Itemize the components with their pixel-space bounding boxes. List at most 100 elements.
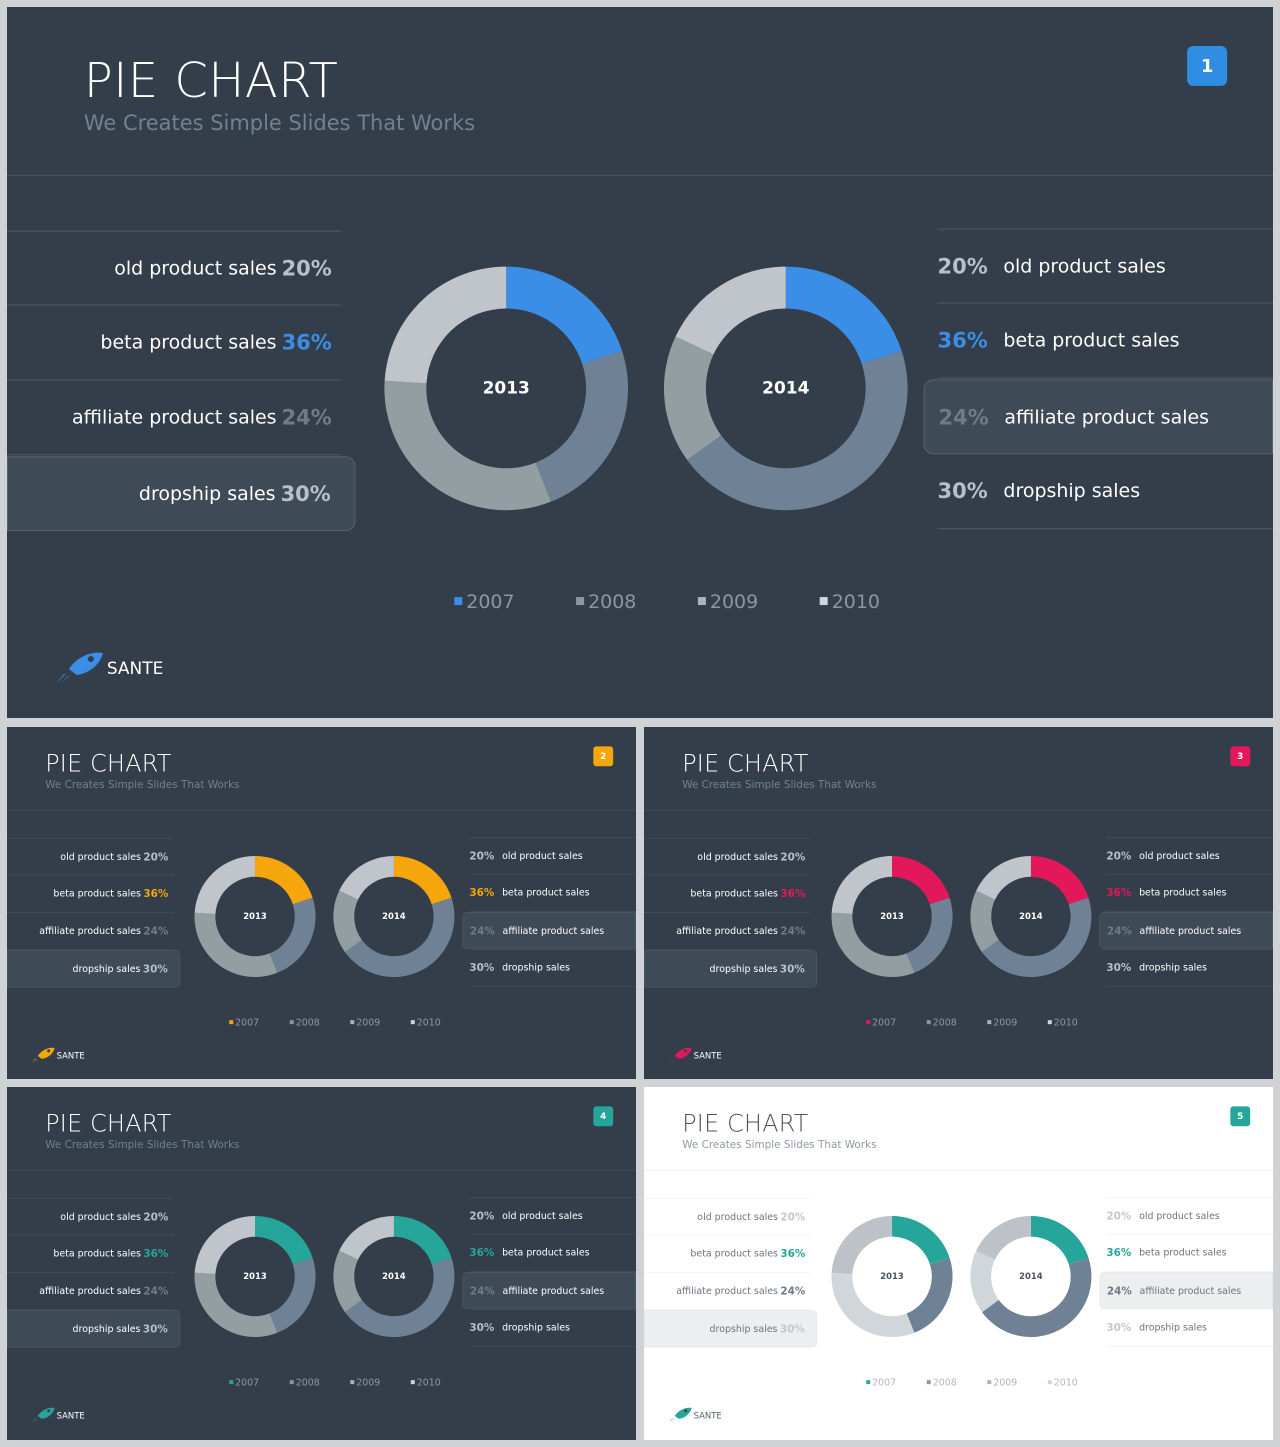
- legend-label: 2007: [235, 1377, 260, 1389]
- rocket-icon: [56, 652, 103, 683]
- right-row-percent: 30%: [469, 1321, 495, 1334]
- left-row-label: affiliate product sales: [676, 925, 778, 937]
- legend-swatch: [289, 1019, 294, 1024]
- legend-swatch: [987, 1019, 992, 1024]
- left-row-label: dropship sales: [709, 1323, 778, 1335]
- pie-slice-2009: [333, 890, 362, 953]
- slide-content: PIE CHART We Creates Simple Slides That …: [7, 1087, 636, 1440]
- rocket-icon: [668, 1407, 692, 1423]
- right-row-percent: 36%: [1106, 1246, 1132, 1259]
- donut-chart-2014: 2014: [662, 265, 910, 513]
- left-row-label: affiliate product sales: [39, 925, 141, 937]
- legend-swatch: [1047, 1019, 1052, 1024]
- right-row-old-product-sales: 20% old product sales: [937, 228, 1273, 304]
- left-row-percent: 30%: [779, 963, 805, 976]
- donut-chart-2013: 2013: [382, 265, 630, 513]
- pie-slice-2009: [663, 336, 722, 460]
- legend-item-2009: 2009: [987, 1377, 1017, 1388]
- donut-svg: [194, 855, 316, 978]
- slide-title: PIE CHART: [682, 749, 809, 778]
- donut-center-label: 2014: [382, 911, 406, 922]
- donut-chart-2014: 2014: [969, 855, 1092, 978]
- donut-hole: [991, 1236, 1071, 1317]
- legend-swatch: [866, 1019, 871, 1024]
- right-row-percent: 36%: [1106, 886, 1132, 899]
- slide-title: PIE CHART: [45, 1109, 172, 1138]
- left-row-label: beta product sales: [690, 1248, 778, 1260]
- pie-slice-2009: [831, 1272, 915, 1338]
- left-row-beta-product-sales: beta product sales 36%: [644, 1235, 811, 1273]
- pie-slice-2007: [785, 266, 902, 364]
- left-row-percent: 36%: [780, 1247, 806, 1260]
- legend-label: 2010: [1053, 1377, 1078, 1389]
- pie-slice-2010: [194, 855, 256, 915]
- left-row-dropship-sales: dropship sales 30%: [7, 950, 181, 988]
- pie-slice-2008: [535, 350, 629, 502]
- legend-item-2007: 2007: [866, 1377, 896, 1388]
- pie-slice-2008: [906, 897, 953, 973]
- sante-logo: SANTE: [668, 1406, 747, 1424]
- legend-label: 2009: [356, 1377, 381, 1389]
- right-row-label: old product sales: [502, 850, 583, 862]
- donut-chart-2014: 2014: [969, 1215, 1092, 1338]
- right-row-label: affiliate product sales: [1139, 925, 1242, 937]
- right-row-percent: 20%: [1106, 1210, 1132, 1222]
- left-row-percent: 20%: [143, 851, 169, 863]
- left-row-percent: 24%: [780, 924, 806, 937]
- legend-swatch: [1047, 1379, 1052, 1384]
- donut-svg: [831, 855, 953, 978]
- sante-logo: SANTE: [31, 1406, 110, 1424]
- left-row-beta-product-sales: beta product sales 36%: [644, 875, 811, 913]
- left-row-label: dropship sales: [72, 963, 141, 975]
- left-row-percent: 30%: [142, 963, 168, 976]
- left-row-percent: 20%: [780, 1211, 806, 1223]
- pie-slice-2007: [892, 855, 950, 905]
- legend-swatch: [289, 1379, 294, 1384]
- legend-item-2010: 2010: [1047, 1017, 1078, 1028]
- pie-slice-2010: [194, 1215, 256, 1275]
- donut-chart-2013: 2013: [831, 1215, 954, 1338]
- pie-slice-2008: [906, 1257, 953, 1333]
- legend-label: 2008: [295, 1017, 320, 1029]
- slide-subtitle: We Creates Simple Slides That Works: [45, 778, 240, 791]
- legend-label: 2007: [466, 591, 515, 614]
- legend-item-2010: 2010: [1047, 1377, 1078, 1389]
- right-row-label: old product sales: [1003, 255, 1166, 278]
- right-row-percent: 30%: [1106, 961, 1132, 974]
- legend-swatch: [410, 1379, 415, 1384]
- pie-slice-2007: [506, 266, 623, 364]
- donut-hole: [852, 1236, 932, 1317]
- legend-swatch: [926, 1379, 931, 1384]
- legend-label: 2008: [588, 591, 637, 614]
- left-row-label: affiliate product sales: [676, 1285, 778, 1297]
- pie-slice-2009: [194, 1272, 278, 1338]
- right-row-dropship-sales: 30% dropship sales: [469, 1309, 636, 1347]
- slide-number-badge: 4: [593, 1106, 614, 1127]
- pie-slice-2009: [333, 1250, 362, 1313]
- chart-legend: 2007 2008 2009 2010: [866, 1377, 1084, 1389]
- slide-content: PIE CHART We Creates Simple Slides That …: [7, 727, 636, 1079]
- rocket-icon: [31, 1047, 55, 1063]
- right-row-label: dropship sales: [1003, 480, 1141, 503]
- left-row-label: dropship sales: [138, 483, 276, 506]
- logo-text: SANTE: [56, 1410, 85, 1421]
- legend-label: 2009: [709, 591, 759, 614]
- left-row-affiliate-product-sales: affiliate product sales 24%: [7, 913, 174, 950]
- right-row-percent: 30%: [1106, 1321, 1132, 1334]
- slide-2: PIE CHART We Creates Simple Slides That …: [7, 727, 636, 1079]
- slide-number-badge: 1: [1187, 45, 1228, 86]
- legend-swatch: [819, 596, 828, 605]
- slide-content: PIE CHART We Creates Simple Slides That …: [644, 727, 1273, 1079]
- right-row-label: beta product sales: [502, 887, 590, 899]
- pie-slice-2007: [255, 855, 313, 905]
- left-row-percent: 20%: [281, 256, 332, 281]
- pie-slice-2010: [831, 855, 893, 915]
- pie-slice-2010: [675, 266, 786, 355]
- pie-slice-2010: [339, 855, 394, 900]
- legend-label: 2007: [872, 1377, 897, 1389]
- right-row-label: affiliate product sales: [502, 1285, 605, 1297]
- legend-label: 2009: [356, 1017, 381, 1029]
- legend-item-2008: 2008: [576, 591, 636, 613]
- right-row-percent: 24%: [1106, 1284, 1132, 1297]
- donut-svg: [970, 1215, 1092, 1338]
